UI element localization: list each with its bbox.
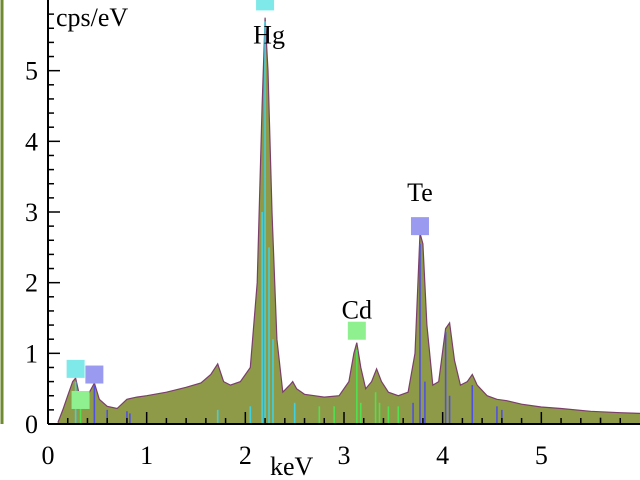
element-marker (410, 217, 429, 236)
ticks-layer: 0 1 2 3 4 5 0 1 2 3 4 5 (25, 13, 622, 470)
x-tick-label: 0 (42, 441, 55, 470)
element-marker (71, 390, 90, 409)
element-marker (256, 0, 275, 11)
y-tick-label: 5 (25, 57, 38, 86)
peak-label-cd: Cd (342, 296, 372, 325)
spectrum-outline (57, 17, 640, 423)
element-marker (66, 359, 85, 378)
y-tick-label: 4 (25, 127, 38, 156)
spectrum-area-layer (57, 17, 640, 424)
element-marker (85, 365, 104, 384)
axes-layer (0, 0, 640, 425)
spectrum-area (57, 17, 640, 424)
y-tick-label: 1 (25, 339, 38, 368)
y-tick-label: 0 (25, 410, 38, 439)
y-axis-label: cps/eV (56, 3, 128, 32)
peak-label-hg: Hg (253, 21, 285, 50)
peak-labels-layer: Hg Cd Te (253, 21, 433, 325)
peak-label-te: Te (407, 178, 433, 207)
y-tick-label: 2 (25, 269, 38, 298)
y-tick-label: 3 (25, 198, 38, 227)
element-marker (347, 321, 366, 340)
x-tick-label: 5 (535, 441, 548, 470)
element-lines-layer (74, 21, 602, 424)
x-tick-label: 4 (436, 441, 449, 470)
x-tick-label: 1 (140, 441, 153, 470)
x-tick-label: 2 (239, 441, 252, 470)
element-markers-layer (66, 0, 429, 409)
x-axis-label: keV (270, 452, 314, 480)
labels-layer: cps/eV keV (56, 3, 314, 480)
x-tick-label: 3 (338, 441, 351, 470)
